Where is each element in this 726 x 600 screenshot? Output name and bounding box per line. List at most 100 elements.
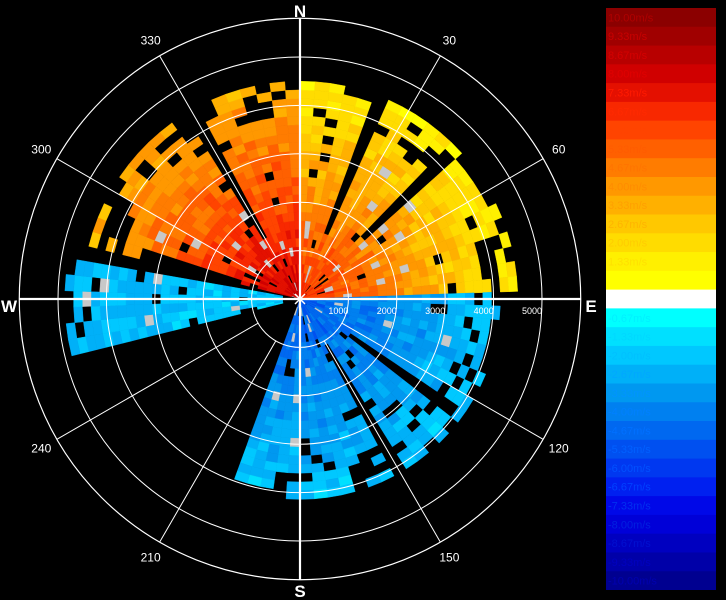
azimuth-label: 30 xyxy=(443,33,457,47)
velocity-cell xyxy=(307,410,318,421)
colorbar-swatch xyxy=(606,139,716,159)
velocity-cell xyxy=(304,367,312,378)
colorbar-swatch xyxy=(606,327,716,347)
velocity-cell xyxy=(290,420,301,430)
velocity-cell xyxy=(290,229,296,239)
velocity-cell xyxy=(291,176,301,187)
velocity-cell xyxy=(299,98,315,109)
colorbar-label: -3.33m/s xyxy=(608,388,651,400)
velocity-cell xyxy=(287,124,301,135)
velocity-cell xyxy=(203,301,214,310)
velocity-cell xyxy=(65,322,78,341)
velocity-cell xyxy=(299,133,312,143)
colorbar-label: 5.33m/s xyxy=(608,144,648,156)
velocity-cell xyxy=(455,304,466,317)
velocity-cell xyxy=(289,437,301,448)
colorbar-label: -5.33m/s xyxy=(608,444,651,456)
velocity-cell xyxy=(315,409,326,421)
velocity-cell xyxy=(288,141,301,152)
velocity-cell xyxy=(275,462,289,474)
velocity-cell xyxy=(307,402,317,413)
range-label: 4000 xyxy=(474,306,494,316)
colorbar-swatch xyxy=(606,421,716,441)
velocity-cell xyxy=(311,471,326,482)
velocity-cell xyxy=(411,158,428,174)
velocity-cell xyxy=(271,98,287,110)
colorbar-swatch xyxy=(606,308,716,328)
colorbar-swatch xyxy=(606,533,716,553)
velocity-cell xyxy=(299,481,314,491)
velocity-cell xyxy=(308,159,320,170)
velocity-cell xyxy=(308,419,319,430)
velocity-cell xyxy=(282,177,293,188)
velocity-cell xyxy=(314,81,331,93)
velocity-cell xyxy=(311,124,325,136)
velocity-cell xyxy=(310,142,323,153)
center-marker xyxy=(294,293,306,305)
velocity-cell xyxy=(428,274,439,286)
colorbar-label: -8.00m/s xyxy=(608,519,651,531)
velocity-cell xyxy=(286,107,301,117)
colorbar-swatch xyxy=(606,364,716,384)
velocity-cell xyxy=(177,302,188,312)
colorbar-label: -0.67m/s xyxy=(608,313,651,325)
velocity-cell xyxy=(276,133,290,144)
velocity-cell xyxy=(143,271,155,284)
cardinal-label-north: N xyxy=(294,2,306,21)
velocity-cell xyxy=(299,80,316,91)
colorbar-label: 6.00m/s xyxy=(608,125,648,137)
velocity-cell xyxy=(299,168,310,178)
velocity-cell xyxy=(498,231,512,249)
velocity-cell xyxy=(288,220,296,231)
colorbar-label: -9.33m/s xyxy=(608,557,651,569)
colorbar-swatch xyxy=(606,496,716,516)
velocity-cell xyxy=(116,304,127,319)
velocity-cell xyxy=(221,301,231,308)
velocity-cell xyxy=(499,276,510,293)
velocity-cell xyxy=(230,300,240,307)
azimuth-line xyxy=(159,55,277,258)
velocity-cell xyxy=(444,142,463,160)
velocity-cell xyxy=(143,282,153,295)
velocity-cell xyxy=(377,289,388,297)
colorbar-label: 0.67m/s xyxy=(608,275,648,287)
colorbar-swatch xyxy=(606,158,716,178)
azimuth-label: 120 xyxy=(549,441,569,455)
velocity-cell xyxy=(239,85,257,99)
cardinal-label-south: S xyxy=(294,582,305,600)
colorbar-label: -10.00m/s xyxy=(608,576,657,588)
azimuth-line xyxy=(56,158,259,276)
velocity-cell xyxy=(471,266,483,282)
velocity-cell xyxy=(411,277,422,288)
colorbar-label: 4.00m/s xyxy=(608,181,648,193)
velocity-cell xyxy=(359,390,372,403)
velocity-cell xyxy=(456,364,470,380)
velocity-cell xyxy=(178,310,189,321)
velocity-cell xyxy=(312,479,327,491)
colorbar-swatch xyxy=(606,252,716,272)
velocity-cell xyxy=(477,330,490,346)
velocity-cell xyxy=(313,98,329,110)
velocity-cell xyxy=(507,275,518,292)
velocity-cell xyxy=(204,282,215,291)
velocity-cell xyxy=(288,446,301,457)
velocity-cell xyxy=(274,177,285,189)
velocity-cell xyxy=(288,455,301,465)
velocity-cell xyxy=(487,203,503,221)
velocity-cell xyxy=(161,312,172,324)
velocity-cell xyxy=(280,159,292,170)
velocity-cell xyxy=(160,303,171,314)
polar-grid xyxy=(18,17,582,581)
velocity-cell xyxy=(286,203,295,213)
velocity-cell xyxy=(99,305,110,321)
colorbar-label: 6.67m/s xyxy=(608,106,648,118)
colorbar-label: 8.67m/s xyxy=(608,50,648,62)
velocity-cell xyxy=(105,236,118,253)
velocity-cell xyxy=(472,370,487,388)
velocity-cell xyxy=(151,303,162,315)
velocity-cell xyxy=(213,283,224,292)
velocity-cell xyxy=(299,107,314,117)
velocity-cell xyxy=(178,277,189,288)
velocity-cell xyxy=(479,317,491,333)
velocity-cell xyxy=(230,286,241,293)
